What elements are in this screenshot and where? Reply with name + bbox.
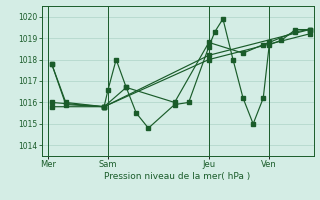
X-axis label: Pression niveau de la mer( hPa ): Pression niveau de la mer( hPa ) [104,172,251,181]
